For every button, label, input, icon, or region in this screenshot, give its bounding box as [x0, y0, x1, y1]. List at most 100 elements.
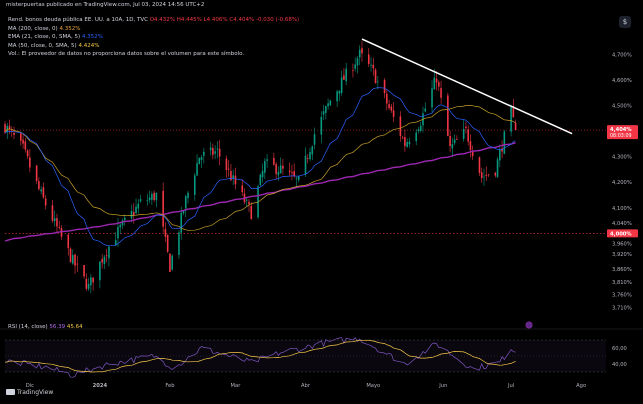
candle — [469, 134, 472, 158]
candle — [248, 198, 250, 213]
candle — [90, 274, 92, 294]
candle — [184, 194, 187, 217]
candle — [164, 222, 167, 243]
candle — [198, 157, 201, 165]
candle — [465, 121, 467, 134]
candle — [6, 122, 9, 139]
candle — [182, 210, 185, 216]
candle — [338, 90, 341, 102]
candle — [114, 232, 117, 246]
candle — [496, 156, 499, 179]
price-chart-svg[interactable]: 4,700% 4,600% 4,500% 4,300% 4,200% 4,100% 4,04… — [0, 12, 643, 400]
candle — [386, 88, 388, 111]
rsi-ma-line — [4, 339, 516, 373]
candle — [478, 156, 481, 177]
legend-symbol[interactable]: Rend. bonos deuda pública EE. UU. a 10A,… — [8, 17, 148, 23]
candle — [329, 99, 332, 106]
candle — [273, 152, 275, 166]
rsi-legend-value1: 56.39 — [49, 324, 66, 330]
candle — [467, 125, 469, 146]
candle — [358, 45, 361, 66]
candle — [166, 234, 169, 253]
candle — [431, 80, 433, 113]
candle — [377, 75, 379, 90]
trendline-group[interactable] — [361, 38, 573, 135]
candle — [121, 218, 124, 229]
rsi-legend-label[interactable]: RSI (14, close) — [8, 324, 48, 330]
legend-ema21-value: 4.352% — [81, 34, 103, 40]
candle — [69, 247, 72, 263]
candle — [372, 57, 375, 76]
tradingview-logo-text: TradingView — [17, 389, 54, 396]
legend-ema21[interactable]: EMA (21, close, 0, SMA, 5) — [8, 34, 81, 40]
candle — [288, 162, 291, 177]
candle — [169, 253, 171, 273]
legend-ma50[interactable]: MA (50, close, 0, SMA, 5) — [8, 42, 77, 49]
candle — [171, 254, 173, 271]
candle — [266, 153, 268, 168]
candle — [291, 164, 293, 181]
candle — [367, 48, 370, 67]
candle — [297, 175, 300, 183]
candle — [99, 261, 101, 289]
candle — [390, 103, 393, 113]
candle — [471, 145, 474, 160]
candle — [480, 167, 483, 183]
candle — [499, 144, 501, 168]
price-tick-label: 4,300% — [612, 155, 632, 161]
settings-button[interactable]: $ — [619, 16, 631, 28]
candle — [53, 210, 56, 227]
chart-area[interactable]: 4,700% 4,600% 4,500% 4,300% 4,200% 4,100% 4,04… — [0, 12, 643, 400]
top-bar: misterpuertas publicado en TradingView.c… — [0, 0, 643, 12]
candle — [494, 171, 497, 178]
legend-ma200[interactable]: MA (200, close, 0) — [8, 25, 58, 32]
candle — [87, 277, 90, 291]
price-tick-label: 3,920% — [612, 252, 632, 258]
candle — [227, 160, 230, 177]
candle — [187, 190, 189, 204]
time-tick-label: Feb — [165, 383, 175, 389]
candle — [304, 147, 307, 177]
legend-ma50-value: 4.424% — [78, 42, 100, 49]
candle — [419, 121, 422, 133]
candle — [447, 92, 449, 137]
price-tick-label: 4,700% — [612, 52, 632, 58]
tradingview-logo[interactable]: TradingView — [6, 389, 53, 396]
candle — [388, 99, 390, 111]
candle — [76, 255, 79, 272]
price-tags: 4,404%08:03:09 4,000% — [525, 125, 638, 329]
time-axis[interactable]: Dic 2024 Feb Mar Abr Mayo Jun Jul Ago — [26, 383, 586, 389]
price-tick-label: 3,760% — [612, 293, 632, 299]
time-tick-label: Jun — [438, 383, 447, 389]
candle — [178, 230, 180, 259]
candle — [35, 164, 38, 184]
ref-level-label: 4,000% — [610, 231, 632, 237]
price-tick-label: 3,860% — [612, 267, 632, 273]
candle — [119, 222, 122, 234]
price-axis[interactable]: 4,700% 4,600% 4,500% 4,300% 4,200% 4,100% 4,04… — [612, 52, 632, 311]
event-marker-icon[interactable] — [525, 321, 533, 329]
candle — [193, 172, 196, 201]
candle — [438, 80, 440, 92]
price-tick-label: 4,040% — [612, 221, 632, 227]
legend-ma200-value: 4.352% — [59, 25, 81, 32]
candle — [245, 196, 248, 207]
candle — [101, 254, 103, 269]
countdown-label: 08:03:09 — [610, 133, 632, 139]
rsi-pane[interactable]: 60,00 40,00 — [0, 328, 643, 378]
resistance-trendline[interactable] — [361, 38, 573, 135]
candle — [40, 186, 42, 195]
candle — [512, 98, 515, 118]
candle — [212, 143, 214, 160]
time-tick-label: Ago — [576, 383, 586, 389]
candle — [354, 57, 357, 72]
candle — [139, 194, 142, 204]
candle — [130, 204, 133, 223]
candle — [503, 129, 506, 155]
candle — [327, 98, 329, 110]
candle — [453, 134, 456, 146]
candle — [180, 206, 183, 240]
legend: Rend. bonos deuda pública EE. UU. a 10A,… — [8, 16, 299, 59]
candle — [24, 138, 27, 153]
candle — [74, 253, 76, 274]
